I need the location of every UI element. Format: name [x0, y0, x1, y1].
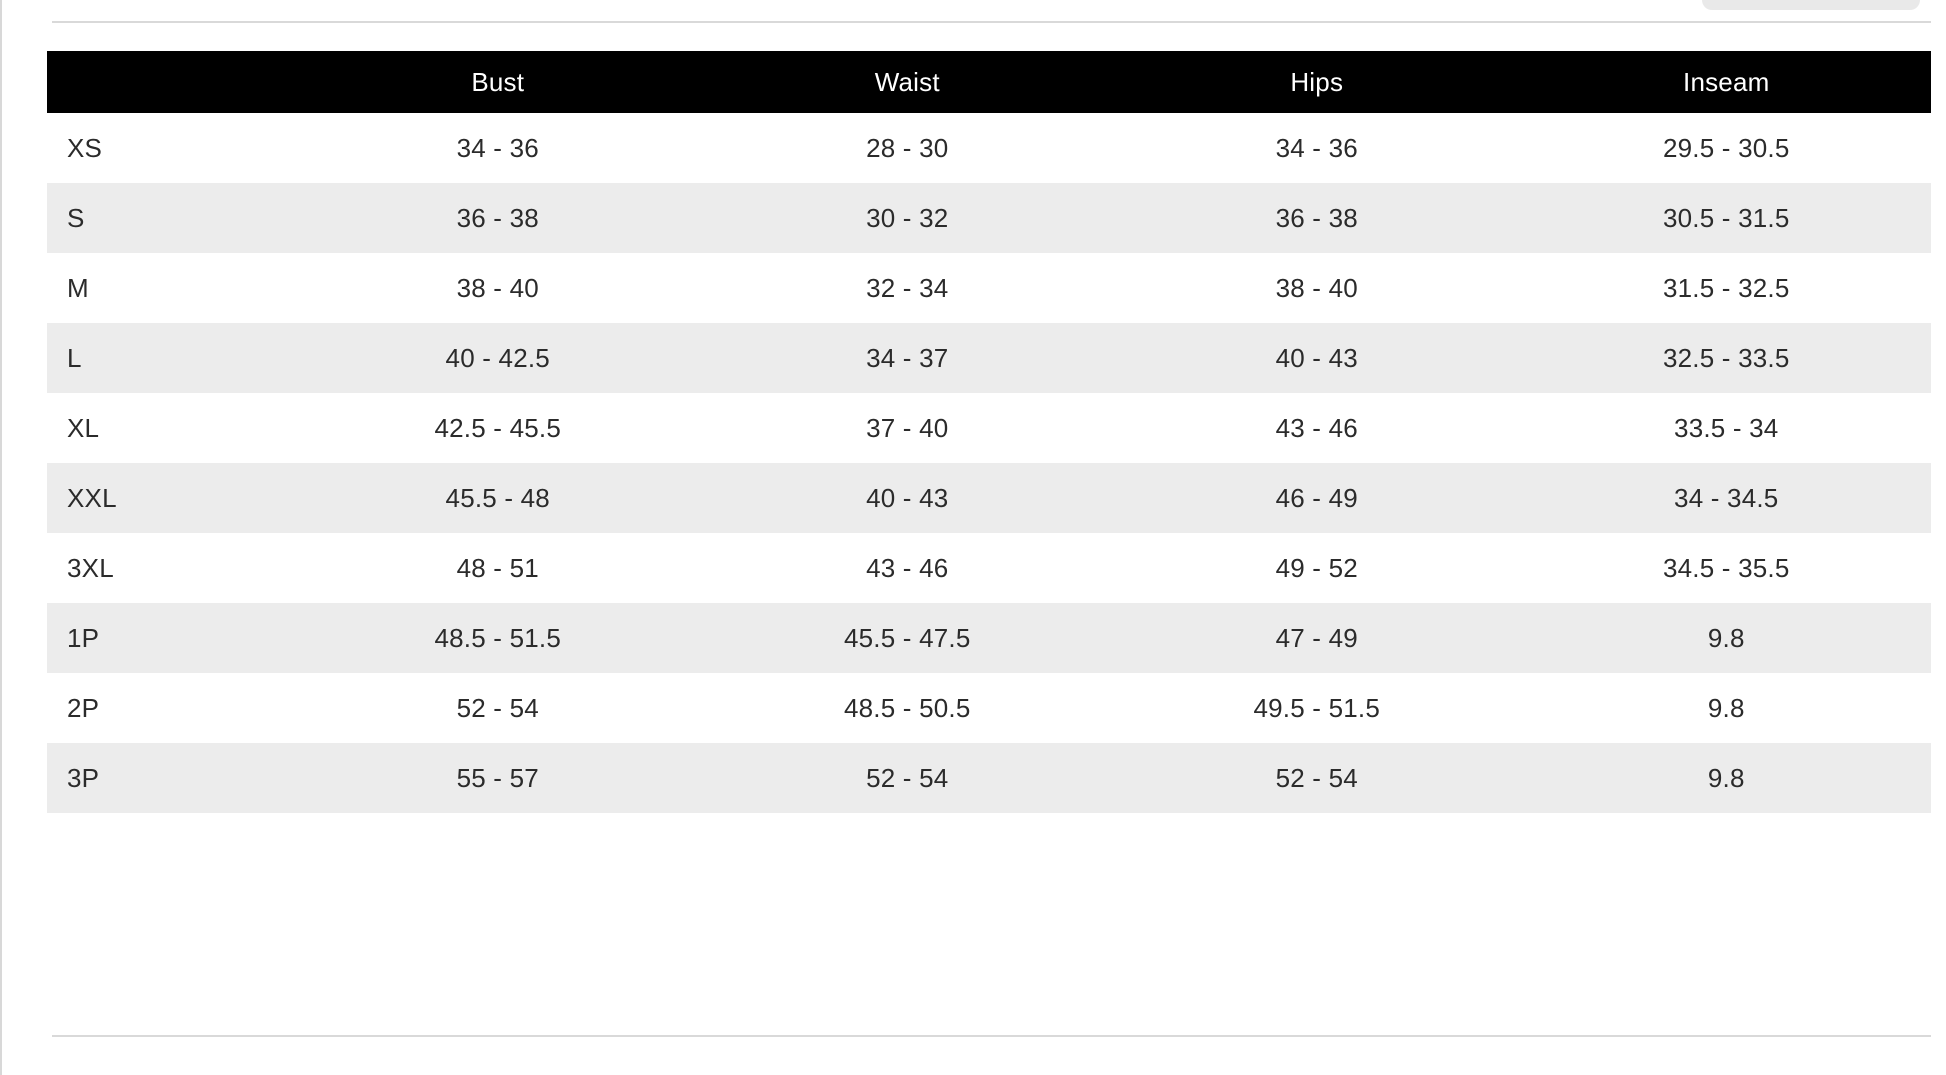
divider-bottom: [52, 1035, 1931, 1037]
cell-inseam: 9.8: [1521, 603, 1931, 673]
cell-size: 1P: [47, 603, 293, 673]
table-body: XS 34 - 36 28 - 30 34 - 36 29.5 - 30.5 S 36 - …: [47, 113, 1931, 813]
cell-waist: 40 - 43: [702, 463, 1112, 533]
cell-size: S: [47, 183, 293, 253]
cell-inseam: 30.5 - 31.5: [1521, 183, 1931, 253]
cell-bust: 40 - 42.5: [293, 323, 703, 393]
size-chart-table-wrapper: Bust Waist Hips Inseam XS 34 - 36 28 - 30 3…: [47, 51, 1931, 813]
column-header-waist: Waist: [702, 51, 1112, 113]
cell-inseam: 33.5 - 34: [1521, 393, 1931, 463]
cell-inseam: 34.5 - 35.5: [1521, 533, 1931, 603]
table-row: XL 42.5 - 45.5 37 - 40 43 - 46 33.5 - 34: [47, 393, 1931, 463]
cell-waist: 45.5 - 47.5: [702, 603, 1112, 673]
cell-bust: 34 - 36: [293, 113, 703, 183]
cell-hips: 47 - 49: [1112, 603, 1522, 673]
cell-hips: 49.5 - 51.5: [1112, 673, 1522, 743]
cell-size: 2P: [47, 673, 293, 743]
cell-waist: 30 - 32: [702, 183, 1112, 253]
cell-size: 3XL: [47, 533, 293, 603]
cell-hips: 34 - 36: [1112, 113, 1522, 183]
cell-size: 3P: [47, 743, 293, 813]
cell-inseam: 31.5 - 32.5: [1521, 253, 1931, 323]
column-header-bust: Bust: [293, 51, 703, 113]
cell-bust: 55 - 57: [293, 743, 703, 813]
cell-waist: 43 - 46: [702, 533, 1112, 603]
table-row: S 36 - 38 30 - 32 36 - 38 30.5 - 31.5: [47, 183, 1931, 253]
table-row: L 40 - 42.5 34 - 37 40 - 43 32.5 - 33.5: [47, 323, 1931, 393]
cell-bust: 48.5 - 51.5: [293, 603, 703, 673]
cell-waist: 48.5 - 50.5: [702, 673, 1112, 743]
cell-size: XXL: [47, 463, 293, 533]
cell-bust: 38 - 40: [293, 253, 703, 323]
column-header-inseam: Inseam: [1521, 51, 1931, 113]
cell-inseam: 29.5 - 30.5: [1521, 113, 1931, 183]
cell-size: M: [47, 253, 293, 323]
table-header: Bust Waist Hips Inseam: [47, 51, 1931, 113]
cell-size: L: [47, 323, 293, 393]
size-chart-table: Bust Waist Hips Inseam XS 34 - 36 28 - 30 3…: [47, 51, 1931, 813]
cell-bust: 36 - 38: [293, 183, 703, 253]
column-header-hips: Hips: [1112, 51, 1522, 113]
column-header-size: [47, 51, 293, 113]
cell-size: XS: [47, 113, 293, 183]
cell-inseam: 9.8: [1521, 673, 1931, 743]
table-row: XS 34 - 36 28 - 30 34 - 36 29.5 - 30.5: [47, 113, 1931, 183]
cell-bust: 48 - 51: [293, 533, 703, 603]
cell-hips: 49 - 52: [1112, 533, 1522, 603]
cell-bust: 45.5 - 48: [293, 463, 703, 533]
cell-waist: 32 - 34: [702, 253, 1112, 323]
page-left-edge: [0, 0, 2, 1075]
table-row: 2P 52 - 54 48.5 - 50.5 49.5 - 51.5 9.8: [47, 673, 1931, 743]
cell-hips: 52 - 54: [1112, 743, 1522, 813]
table-row: 1P 48.5 - 51.5 45.5 - 47.5 47 - 49 9.8: [47, 603, 1931, 673]
cell-waist: 37 - 40: [702, 393, 1112, 463]
cell-hips: 43 - 46: [1112, 393, 1522, 463]
cell-size: XL: [47, 393, 293, 463]
cell-hips: 36 - 38: [1112, 183, 1522, 253]
table-row: 3XL 48 - 51 43 - 46 49 - 52 34.5 - 35.5: [47, 533, 1931, 603]
table-row: XXL 45.5 - 48 40 - 43 46 - 49 34 - 34.5: [47, 463, 1931, 533]
cell-inseam: 9.8: [1521, 743, 1931, 813]
cell-bust: 52 - 54: [293, 673, 703, 743]
cell-hips: 46 - 49: [1112, 463, 1522, 533]
cell-hips: 38 - 40: [1112, 253, 1522, 323]
cell-waist: 28 - 30: [702, 113, 1112, 183]
cell-inseam: 34 - 34.5: [1521, 463, 1931, 533]
table-row: 3P 55 - 57 52 - 54 52 - 54 9.8: [47, 743, 1931, 813]
table-header-row: Bust Waist Hips Inseam: [47, 51, 1931, 113]
divider-top: [52, 21, 1931, 23]
cell-bust: 42.5 - 45.5: [293, 393, 703, 463]
table-row: M 38 - 40 32 - 34 38 - 40 31.5 - 32.5: [47, 253, 1931, 323]
cell-waist: 52 - 54: [702, 743, 1112, 813]
cell-waist: 34 - 37: [702, 323, 1112, 393]
cell-inseam: 32.5 - 33.5: [1521, 323, 1931, 393]
top-rounded-button[interactable]: [1702, 0, 1920, 10]
cell-hips: 40 - 43: [1112, 323, 1522, 393]
